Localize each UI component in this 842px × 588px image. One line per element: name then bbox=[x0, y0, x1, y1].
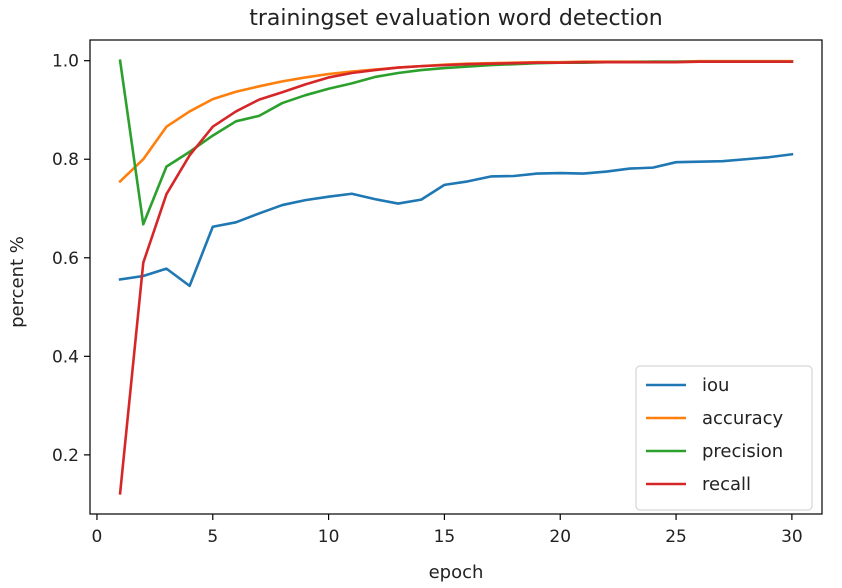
y-tick-label: 0.6 bbox=[52, 249, 79, 269]
x-tick-label: 0 bbox=[92, 527, 103, 547]
series-line-recall bbox=[118, 60, 794, 495]
y-tick-label: 1.0 bbox=[52, 52, 79, 72]
y-axis: 0.2 0.4 0.6 0.8 1.0 bbox=[52, 52, 90, 466]
legend-label-accuracy: accuracy bbox=[702, 408, 784, 429]
legend-label-recall: recall bbox=[702, 474, 751, 495]
x-tick-label: 20 bbox=[549, 527, 571, 547]
y-tick-label: 0.4 bbox=[52, 347, 79, 367]
x-tick-label: 10 bbox=[318, 527, 340, 547]
x-tick-label: 5 bbox=[207, 527, 218, 547]
x-tick-label: 30 bbox=[781, 527, 803, 547]
plot-area bbox=[89, 39, 823, 515]
chart-title: trainingset evaluation word detection bbox=[249, 6, 663, 31]
x-axis-title: epoch bbox=[429, 562, 484, 583]
legend: iou accuracy precision recall bbox=[635, 365, 813, 511]
legend-label-precision: precision bbox=[702, 441, 783, 462]
y-tick-label: 0.2 bbox=[52, 446, 79, 466]
x-tick-label: 25 bbox=[665, 527, 687, 547]
legend-label-iou: iou bbox=[702, 375, 729, 396]
x-tick-label: 15 bbox=[434, 527, 456, 547]
series-line-iou bbox=[118, 152, 794, 288]
x-axis: 0 5 10 15 20 25 30 bbox=[92, 514, 803, 547]
legend-box bbox=[635, 365, 813, 511]
y-axis-title: percent % bbox=[7, 236, 28, 328]
plot-frame bbox=[89, 39, 823, 515]
series-line-precision bbox=[118, 59, 794, 226]
y-tick-label: 0.8 bbox=[52, 150, 79, 170]
